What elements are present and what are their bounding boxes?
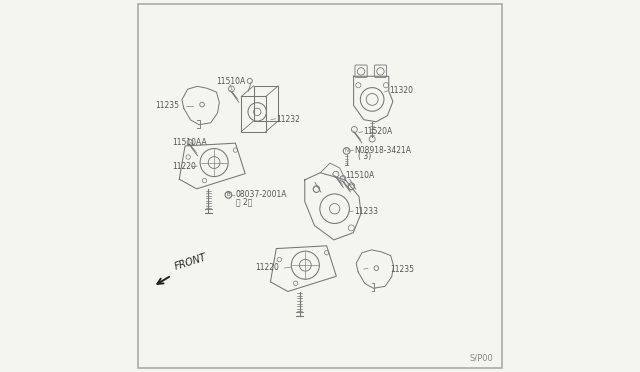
Text: 11510AA: 11510AA [172, 138, 207, 147]
Text: FRONT: FRONT [173, 253, 208, 272]
Text: 11220: 11220 [255, 263, 280, 272]
Text: 11520A: 11520A [364, 127, 393, 136]
Text: 11232: 11232 [276, 115, 300, 124]
Text: 08037-2001A: 08037-2001A [235, 190, 287, 199]
Text: 11220: 11220 [172, 162, 196, 171]
Text: N08918-3421A: N08918-3421A [355, 146, 412, 155]
Text: S/P00: S/P00 [470, 353, 493, 362]
Text: B: B [227, 192, 230, 198]
Text: 〈 2〉: 〈 2〉 [236, 197, 252, 206]
Text: 11235: 11235 [155, 101, 179, 110]
Text: 11320: 11320 [389, 86, 413, 95]
Text: 11233: 11233 [354, 207, 378, 217]
Text: 11510A: 11510A [345, 171, 374, 180]
Text: 11235: 11235 [390, 264, 414, 273]
Text: N: N [344, 148, 349, 153]
Text: ( 3): ( 3) [358, 152, 371, 161]
Text: 11510A: 11510A [216, 77, 245, 86]
